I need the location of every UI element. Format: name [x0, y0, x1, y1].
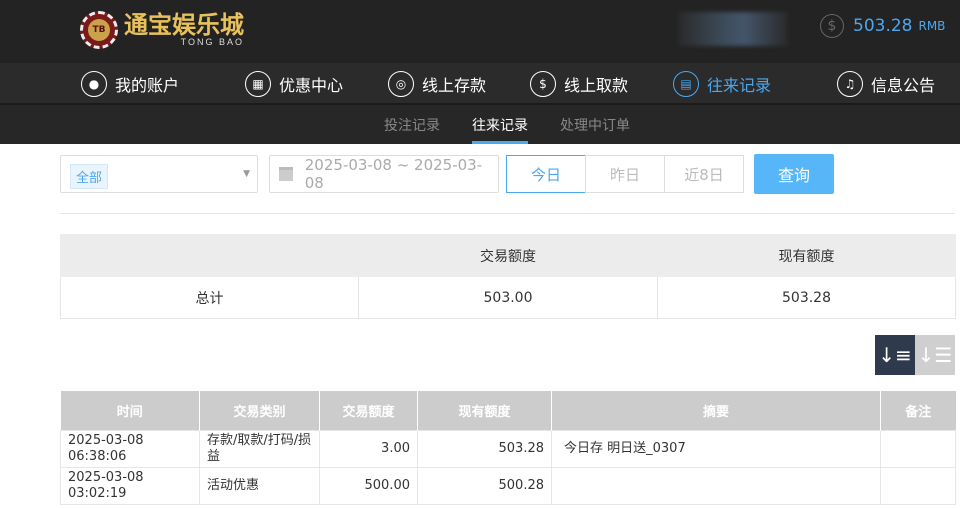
type-select[interactable]: 全部 ▼ [60, 155, 258, 193]
calendar-icon [279, 167, 293, 181]
transactions-table: 时间 交易类别 交易额度 现有额度 摘要 备注 2025-03-08 06:38:06 存款… [60, 391, 956, 505]
nav-announcements[interactable]: ♫ 信息公告 [837, 70, 935, 98]
today-button[interactable]: 今日 [506, 155, 586, 193]
subtab-transaction-records[interactable]: 往来记录 [472, 115, 528, 144]
nav-my-account[interactable]: ● 我的账户 [81, 70, 179, 98]
main-nav: ● 我的账户 ▦ 优惠中心 ◎ 线上存款 $ 线上取款 ▤ 往来记录 ♫ 信息公告 [0, 63, 960, 105]
subtab-bet-records[interactable]: 投注记录 [384, 118, 440, 134]
sort-asc-icon[interactable]: ↓☰ [915, 335, 955, 375]
balance-amount: 503.28 [853, 16, 913, 36]
summary-table: 交易额度 现有额度 总计 503.00 503.28 [60, 234, 956, 319]
selected-type-tag: 全部 [70, 164, 109, 189]
bell-icon: ♫ [837, 71, 863, 97]
user-icon: ● [81, 71, 107, 97]
sort-controls: ↓≡ ↓☰ [875, 335, 955, 375]
sort-desc-icon[interactable]: ↓≡ [875, 335, 915, 375]
dollar-icon: $ [820, 14, 844, 38]
date-range-input[interactable]: 2025-03-08 ~ 2025-03-08 [269, 155, 499, 193]
logo-chip-icon: TB [80, 11, 118, 49]
table-row: 2025-03-08 06:38:06 存款/取款/打码/损益 3.00 503.28… [60, 429, 956, 468]
yesterday-button[interactable]: 昨日 [585, 155, 665, 193]
table-row: 2025-03-08 03:02:19 活动优惠 500.00 500.28 [60, 466, 956, 505]
logo[interactable]: TB 通宝娱乐城 TONG BAO [80, 8, 244, 52]
balance: $ 503.28 RMB [820, 14, 945, 38]
deposit-icon: ◎ [388, 71, 414, 97]
top-bar [0, 0, 960, 63]
currency: RMB [918, 19, 946, 33]
divider [60, 213, 955, 214]
nav-deposit[interactable]: ◎ 线上存款 [388, 70, 486, 98]
sub-nav: 投注记录 往来记录 处理中订单 [0, 105, 960, 144]
record-icon: ▤ [673, 71, 699, 97]
query-button[interactable]: 查询 [754, 154, 834, 194]
withdraw-icon: $ [530, 71, 556, 97]
summary-row: 总计 503.00 503.28 [60, 276, 956, 319]
nav-promotions[interactable]: ▦ 优惠中心 [245, 70, 343, 98]
last-8-days-button[interactable]: 近8日 [664, 155, 744, 193]
brand-name: 通宝娱乐城 TONG BAO [124, 10, 244, 48]
nav-records[interactable]: ▤ 往来记录 [673, 70, 771, 98]
gift-icon: ▦ [245, 71, 271, 97]
nav-withdraw[interactable]: $ 线上取款 [530, 70, 628, 98]
caret-down-icon: ▼ [243, 169, 250, 179]
username-blurred [678, 12, 788, 46]
subtab-pending-orders[interactable]: 处理中订单 [560, 118, 630, 134]
